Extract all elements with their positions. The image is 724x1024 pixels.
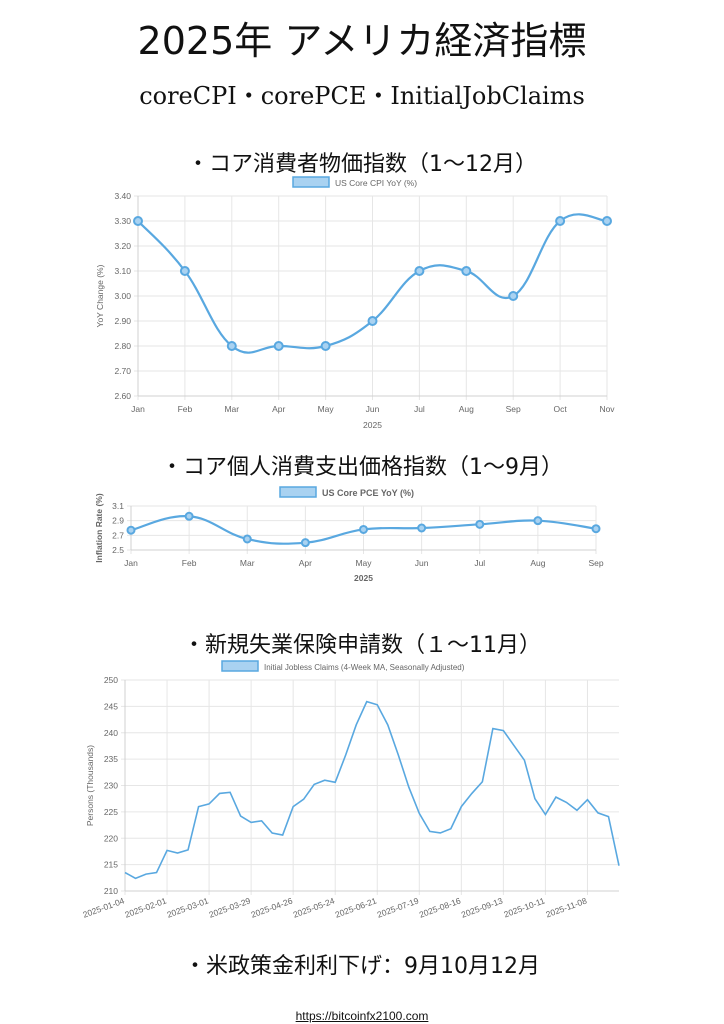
x-tick-label: Jul xyxy=(474,558,485,568)
x-tick-label: 2025-06-21 xyxy=(334,895,379,919)
x-tick-label: 2025-10-11 xyxy=(502,895,546,919)
y-tick-label: 3.40 xyxy=(114,191,131,201)
x-tick-label: Oct xyxy=(553,404,567,414)
data-point xyxy=(417,523,427,533)
x-tick-label: Aug xyxy=(459,404,474,414)
x-tick-label: Aug xyxy=(530,558,545,568)
y-tick-label: 2.9 xyxy=(112,516,124,526)
y-tick-label: 250 xyxy=(104,675,118,685)
x-axis-title: 2025 xyxy=(363,420,382,430)
section-heading-core-pce: ・コア個人消費支出価格指数（1〜9月） xyxy=(161,455,563,480)
x-tick-label: 2025-01-04 xyxy=(81,895,126,919)
section-heading-core-cpi: ・コア消費者物価指数（1〜12月） xyxy=(187,152,537,177)
y-tick-label: 3.00 xyxy=(114,291,131,301)
data-point xyxy=(591,524,601,534)
x-tick-label: Jan xyxy=(124,558,138,568)
x-axis-title: 2025 xyxy=(354,573,373,583)
x-tick-label: Apr xyxy=(272,404,285,414)
legend-swatch xyxy=(221,660,259,672)
x-tick-label: 2025-03-29 xyxy=(208,895,253,919)
x-tick-label: Sep xyxy=(588,558,603,568)
y-tick-label: 245 xyxy=(104,701,118,711)
y-tick-label: 2.90 xyxy=(114,316,131,326)
x-tick-label: 2025-03-01 xyxy=(165,895,210,919)
x-tick-label: 2025-02-01 xyxy=(123,895,168,919)
data-point xyxy=(475,519,485,529)
x-tick-label: May xyxy=(355,558,372,568)
data-point xyxy=(242,534,252,544)
data-point xyxy=(508,291,519,301)
rate-cut-note: ・米政策金利利下げ：9月10月12月 xyxy=(184,954,540,979)
x-tick-label: Sep xyxy=(506,404,521,414)
y-tick-label: 215 xyxy=(104,860,118,870)
data-point xyxy=(359,524,368,534)
x-tick-label: Jul xyxy=(414,404,425,414)
x-tick-label: Mar xyxy=(240,558,255,568)
y-tick-label: 240 xyxy=(104,728,118,738)
x-tick-label: Jan xyxy=(131,404,145,414)
section-heading-jobless-claims: ・新規失業保険申請数（１〜11月） xyxy=(183,633,541,658)
legend-swatch xyxy=(292,176,330,188)
y-tick-label: 2.7 xyxy=(112,530,124,540)
data-point xyxy=(461,266,472,276)
y-tick-label: 2.70 xyxy=(114,366,131,376)
x-tick-label: Feb xyxy=(182,558,197,568)
y-axis-title: Persons (Thousands) xyxy=(85,745,95,826)
legend-label: Initial Jobless Claims (4-Week MA, Seaso… xyxy=(264,663,465,672)
y-tick-label: 2.60 xyxy=(114,391,131,401)
data-point xyxy=(133,216,143,226)
x-tick-label: 2025-08-16 xyxy=(418,895,463,919)
data-point xyxy=(555,216,566,226)
series-line xyxy=(124,700,620,880)
y-tick-label: 235 xyxy=(104,754,118,764)
data-point xyxy=(179,266,190,276)
y-tick-label: 210 xyxy=(104,886,118,896)
x-tick-label: 2025-11-08 xyxy=(544,895,588,919)
y-axis-title: YoY Change (%) xyxy=(95,264,105,327)
y-tick-label: 3.30 xyxy=(114,216,131,226)
x-tick-label: 2025-04-26 xyxy=(250,895,295,919)
data-point xyxy=(367,316,378,326)
data-point xyxy=(300,538,310,548)
x-tick-label: 2025-05-24 xyxy=(292,895,337,919)
data-point xyxy=(273,341,284,351)
legend-label: US Core CPI YoY (%) xyxy=(335,178,417,188)
data-point xyxy=(320,341,331,351)
y-tick-label: 3.10 xyxy=(114,266,131,276)
x-tick-label: 2025-07-19 xyxy=(376,895,421,919)
page-title: 2025年 アメリカ経済指標 xyxy=(137,19,587,63)
x-tick-label: Jun xyxy=(366,404,380,414)
y-tick-label: 230 xyxy=(104,781,118,791)
y-tick-label: 3.20 xyxy=(114,241,131,251)
jobless-claims-chart: 2502452402352302252202152102025-01-04202… xyxy=(81,660,620,920)
x-tick-label: Feb xyxy=(178,404,193,414)
data-point xyxy=(602,216,612,226)
x-tick-label: Mar xyxy=(224,404,239,414)
y-tick-label: 2.80 xyxy=(114,341,131,351)
y-tick-label: 225 xyxy=(104,807,118,817)
footer-link[interactable]: https://bitcoinfx2100.com xyxy=(295,1009,429,1023)
legend-swatch xyxy=(279,486,317,498)
data-point xyxy=(184,511,194,521)
x-tick-label: Apr xyxy=(299,558,312,568)
x-tick-label: Jun xyxy=(415,558,429,568)
data-point xyxy=(226,341,237,351)
legend-label: US Core PCE YoY (%) xyxy=(322,488,414,498)
page-subtitle: coreCPI・corePCE・InitialJobClaims xyxy=(139,82,585,110)
x-tick-label: Nov xyxy=(599,404,615,414)
y-tick-label: 3.1 xyxy=(112,501,124,511)
x-tick-label: May xyxy=(318,404,335,414)
y-axis-title: Inflation Rate (%) xyxy=(94,493,104,563)
data-point xyxy=(533,516,543,526)
x-tick-label: 2025-09-13 xyxy=(460,895,505,919)
data-point xyxy=(126,525,136,535)
y-tick-label: 220 xyxy=(104,833,118,843)
y-tick-label: 2.5 xyxy=(112,545,124,555)
data-point xyxy=(414,266,425,276)
